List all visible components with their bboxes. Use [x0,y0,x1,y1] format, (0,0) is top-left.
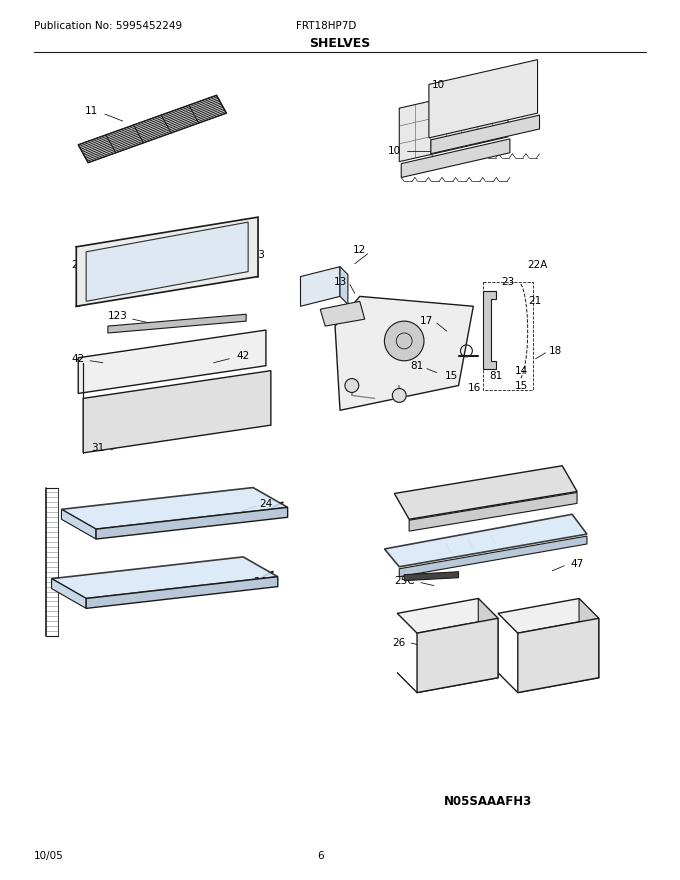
Circle shape [345,378,359,392]
Polygon shape [579,598,599,678]
Polygon shape [76,217,258,306]
Polygon shape [61,488,288,529]
Text: 15: 15 [445,370,458,381]
Text: 16: 16 [468,384,481,393]
Polygon shape [320,301,364,326]
Text: 24B: 24B [253,576,273,587]
Polygon shape [483,291,496,369]
Polygon shape [478,598,498,678]
Text: 26: 26 [392,638,406,648]
Polygon shape [397,598,498,633]
Text: 47: 47 [571,559,583,568]
Polygon shape [399,536,587,576]
Circle shape [384,321,424,361]
Text: 42: 42 [71,354,85,363]
Polygon shape [498,598,599,633]
Text: 24: 24 [259,499,273,510]
Text: 12: 12 [353,245,367,255]
Text: 26: 26 [568,631,581,642]
Polygon shape [301,267,340,306]
Text: 13: 13 [333,276,347,287]
Text: Publication No: 5995452249: Publication No: 5995452249 [34,21,182,31]
Text: 25: 25 [418,504,430,514]
Polygon shape [96,508,288,539]
Text: 123: 123 [108,312,128,321]
Polygon shape [52,557,277,598]
Polygon shape [399,84,508,162]
Polygon shape [409,493,577,532]
Text: 6: 6 [317,851,324,861]
Text: 15: 15 [515,380,528,391]
Polygon shape [78,95,226,163]
Polygon shape [52,579,86,608]
Text: 81: 81 [411,361,424,370]
Text: 10: 10 [432,80,445,91]
Text: 81: 81 [490,370,503,381]
Text: FRT18HP7D: FRT18HP7D [296,21,356,31]
Text: 23: 23 [501,276,515,287]
Text: 22A: 22A [528,260,547,269]
Polygon shape [61,510,96,539]
Text: 14: 14 [515,366,528,376]
Polygon shape [401,139,510,178]
Polygon shape [86,222,248,301]
Polygon shape [429,60,538,138]
Polygon shape [384,514,587,567]
Text: SHELVES: SHELVES [309,37,371,50]
Polygon shape [83,370,271,453]
Polygon shape [404,572,458,581]
Text: 25C: 25C [394,576,415,586]
Text: 17: 17 [420,316,434,326]
Text: 123: 123 [246,250,266,260]
Text: 31: 31 [91,443,105,453]
Polygon shape [431,115,539,154]
Polygon shape [78,330,266,393]
Text: 42: 42 [237,351,250,361]
Polygon shape [417,619,498,693]
Text: 18: 18 [549,346,562,356]
Text: 11: 11 [84,106,98,116]
Text: 24: 24 [71,260,85,269]
Bar [483,282,532,391]
Circle shape [392,388,406,402]
Polygon shape [517,619,599,693]
Polygon shape [394,466,577,519]
Polygon shape [335,297,473,410]
Text: 10: 10 [388,146,401,156]
Text: N05SAAAFH3: N05SAAAFH3 [444,795,532,808]
Polygon shape [340,267,348,304]
Text: 10/05: 10/05 [34,851,63,861]
Text: 21: 21 [528,297,541,306]
Polygon shape [108,314,246,333]
Polygon shape [86,576,277,608]
